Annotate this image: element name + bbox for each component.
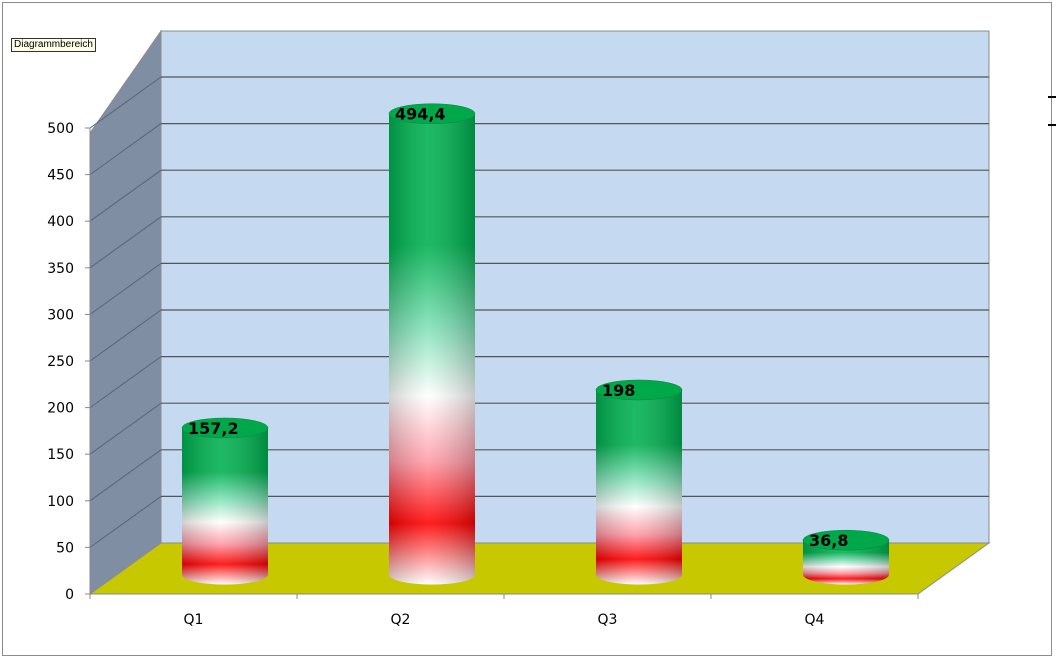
gridline-side <box>89 76 162 129</box>
data-label: 494,4 <box>395 105 446 124</box>
gridline-side <box>89 169 162 222</box>
data-label: 198 <box>602 381 635 400</box>
bar-top <box>181 417 269 439</box>
data-label: 157,2 <box>188 419 239 438</box>
legend-fragment <box>1048 96 1056 98</box>
y-tick-label: 350 <box>47 261 74 277</box>
bar <box>595 379 683 585</box>
gridline-side <box>89 495 162 548</box>
legend-fragment <box>1048 124 1056 126</box>
gridline-side <box>89 216 162 269</box>
chart-area-tooltip: Diagrammbereich <box>11 38 96 52</box>
y-tick-label: 100 <box>47 494 74 510</box>
bar-top <box>595 379 683 401</box>
y-tick-label: 450 <box>47 168 74 184</box>
gridline-side <box>89 262 162 315</box>
x-tick-label: Q2 <box>391 612 411 628</box>
gridline-side <box>89 356 162 409</box>
y-tick-label: 0 <box>65 587 74 603</box>
data-label: 36,8 <box>809 531 848 550</box>
x-tick-label: Q1 <box>184 612 204 628</box>
gridline-side <box>89 123 162 176</box>
bar-top <box>802 529 890 551</box>
x-tick-label: Q3 <box>598 612 618 628</box>
y-tick-label: 400 <box>47 214 74 230</box>
bar-top <box>388 103 476 124</box>
bar-shading <box>803 540 889 585</box>
y-tick-label: 200 <box>47 401 74 417</box>
y-tick-label: 150 <box>47 447 74 463</box>
bar <box>181 417 269 585</box>
y-tick-label: 500 <box>47 121 74 137</box>
bar <box>388 103 476 585</box>
x-tick-label: Q4 <box>805 612 825 628</box>
y-tick-label: 50 <box>56 540 74 556</box>
gridline-side <box>89 402 162 455</box>
side-wall <box>89 29 162 595</box>
gridline-side <box>89 309 162 362</box>
y-tick-label: 300 <box>47 307 74 323</box>
y-tick-label: 250 <box>47 354 74 370</box>
bar-shading <box>389 113 475 585</box>
bar-shading <box>596 389 682 585</box>
back-wall <box>160 30 990 544</box>
gridline-side <box>89 449 162 502</box>
bar-shading <box>182 427 268 585</box>
bar <box>802 529 890 585</box>
